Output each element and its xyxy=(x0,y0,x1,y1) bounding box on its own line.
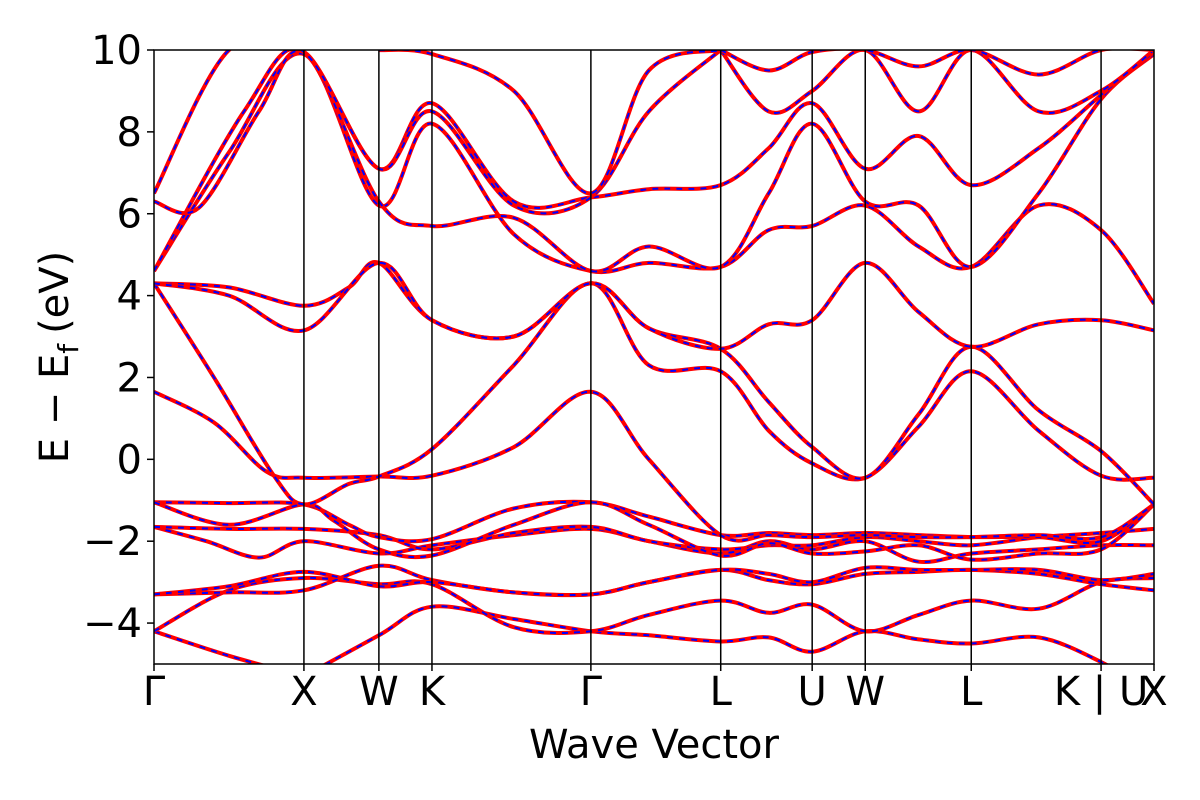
x-tick-label: W xyxy=(359,669,399,715)
band-line-overlay xyxy=(154,390,1154,542)
band-line-overlay xyxy=(154,566,1154,597)
x-tick-label: X xyxy=(1140,669,1167,715)
band-line-dashed xyxy=(154,500,1154,544)
y-axis-title: E − Ef (eV) xyxy=(32,251,85,464)
x-tick-label: K | U xyxy=(1054,669,1148,715)
y-tick-label: 8 xyxy=(117,110,142,156)
band-line-dashed xyxy=(154,261,1154,506)
band-line-dashed xyxy=(154,390,1154,542)
band-line-overlay xyxy=(154,50,722,215)
band-line-overlay xyxy=(154,282,1154,506)
y-axis-title-unit: (eV) xyxy=(32,251,78,334)
x-tick-label: L xyxy=(960,669,983,715)
y-axis-title-main: E − E xyxy=(32,354,78,464)
y-tick-label: 10 xyxy=(91,28,142,74)
x-axis-title: Wave Vector xyxy=(529,722,780,768)
x-tick-label: X xyxy=(290,669,317,715)
band-line-dashed xyxy=(154,282,1154,506)
band-line-dashed xyxy=(154,630,262,664)
band-line-dashed xyxy=(154,50,722,215)
band-line-dashed xyxy=(719,50,1154,114)
y-tick-label: 2 xyxy=(117,355,142,401)
band-line-overlay xyxy=(154,576,1154,634)
band-line-dashed xyxy=(324,605,1108,664)
band-line-dashed xyxy=(720,50,1154,76)
band-line-dashed xyxy=(154,566,1154,597)
y-axis: −4 −2 0 2 4 6 8 10 xyxy=(83,28,154,647)
y-tick-label: −2 xyxy=(83,519,142,565)
svg-text:E − Ef(eV): E − Ef (eV) xyxy=(32,251,85,464)
band-line-overlay xyxy=(720,50,1154,76)
y-axis-title-sub: f xyxy=(52,343,85,354)
y-tick-label: 0 xyxy=(117,437,142,483)
band-line-dashed xyxy=(154,501,1154,561)
band-line-overlay xyxy=(719,50,1154,114)
band-line-overlay xyxy=(154,525,1154,551)
band-line-overlay xyxy=(154,50,1154,215)
y-tick-label: −4 xyxy=(83,601,142,647)
x-tick-label: W xyxy=(845,669,885,715)
band-line-overlay xyxy=(154,630,262,664)
band-line-dashed xyxy=(154,50,1154,273)
y-tick-label: 6 xyxy=(117,192,142,238)
x-tick-label: Γ xyxy=(580,669,603,715)
y-tick-label: 4 xyxy=(117,274,142,320)
bands-layer xyxy=(154,50,1154,664)
x-tick-label: L xyxy=(710,669,733,715)
band-line-dashed xyxy=(154,576,1154,634)
x-tick-label: Γ xyxy=(143,669,166,715)
plot-frame xyxy=(153,49,1155,665)
band-line-overlay xyxy=(154,501,1154,561)
band-line-overlay xyxy=(378,50,721,195)
x-tick-label: U xyxy=(798,669,827,715)
kpoint-separators xyxy=(303,50,1102,664)
x-tick-label: K xyxy=(419,669,447,715)
